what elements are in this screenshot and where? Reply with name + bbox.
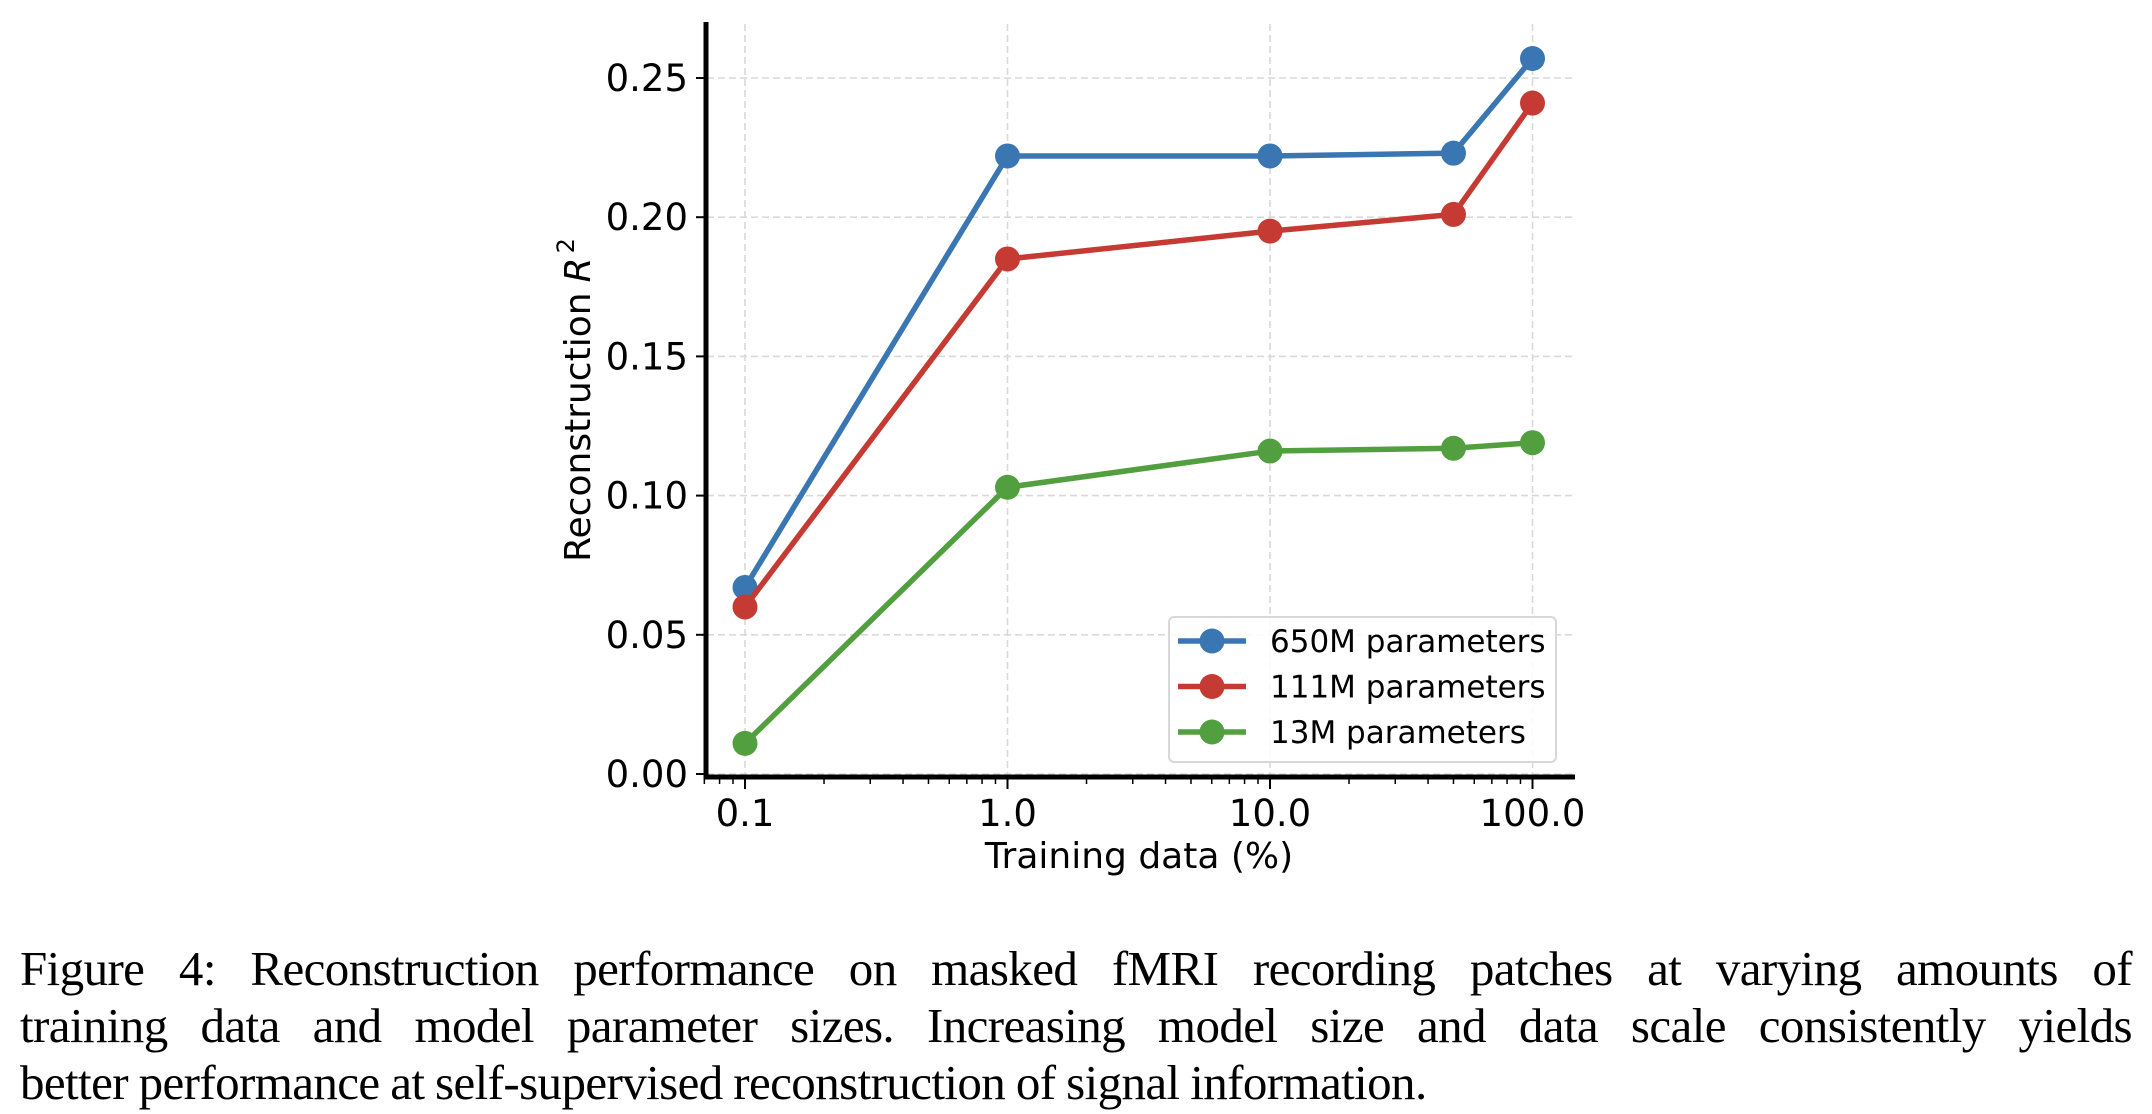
gridlines: [707, 24, 1572, 776]
data-point: [1257, 143, 1283, 169]
series-1: [732, 46, 1545, 600]
legend-marker: [1199, 674, 1225, 699]
legend-label: 650M parameters: [1270, 624, 1546, 660]
data-point: [1520, 430, 1545, 456]
x-tick-label: 10.0: [1229, 792, 1311, 835]
series-3: [732, 430, 1545, 756]
legend-entry: 111M parameters: [1178, 670, 1546, 706]
legend-marker: [1199, 628, 1225, 654]
data-point: [1520, 90, 1545, 116]
y-ticks: 0.00 0.05 0.10 0.15 0.20 0.25: [606, 57, 706, 796]
data-point: [1257, 218, 1283, 244]
line-chart: 0.00 0.05 0.10 0.15 0.20 0.25 0.1 1.0 10.0 100.0…: [552, 22, 1586, 877]
data-point: [1440, 201, 1466, 227]
y-tick-label: 0.25: [606, 57, 688, 100]
data-point: [995, 246, 1020, 272]
y-tick-label: 0.20: [606, 196, 688, 239]
x-tick-label: 100.0: [1480, 792, 1586, 835]
legend: 650M parameters 111M parameters 13M parame…: [1168, 616, 1557, 763]
data-point: [1440, 435, 1466, 461]
figure-caption: Figure 4: Reconstruction performance on …: [20, 940, 2133, 1111]
x-ticks: 0.1 1.0 10.0 100.0: [716, 777, 1586, 835]
caption-line-3: better performance at self-supervised re…: [20, 1055, 1427, 1110]
data-point: [995, 143, 1020, 169]
x-tick-label: 1.0: [978, 792, 1037, 835]
y-axis-label-text: Reconstruction: [558, 292, 599, 561]
series-line: [742, 101, 1535, 609]
legend-frame: [1168, 616, 1557, 763]
data-point: [732, 594, 758, 620]
legend-label: 111M parameters: [1270, 670, 1546, 706]
y-tick-label: 0.10: [606, 475, 688, 518]
data-point: [732, 574, 758, 600]
legend-label: 13M parameters: [1270, 715, 1526, 751]
y-tick-label: 0.15: [606, 335, 688, 378]
y-axis-label-superscript: 2: [552, 238, 580, 253]
legend-entry: 650M parameters: [1178, 624, 1546, 660]
caption-line-2: training data and model parameter sizes.…: [20, 998, 2133, 1053]
y-axis-label: Reconstruction R 2: [552, 238, 599, 562]
legend-marker: [1199, 719, 1225, 745]
data-point: [1257, 438, 1283, 464]
x-tick-label: 0.1: [716, 792, 775, 835]
series-2: [732, 90, 1545, 620]
legend-entry: 13M parameters: [1178, 715, 1526, 751]
data-point: [1520, 46, 1545, 72]
y-axis-label-symbol: R: [558, 257, 599, 282]
series-line: [742, 56, 1535, 589]
x-axis-label: Training data (%): [984, 836, 1293, 877]
y-tick-label: 0.00: [606, 753, 688, 796]
series-lines: [732, 46, 1545, 756]
data-point: [1440, 140, 1466, 166]
data-point: [995, 474, 1020, 500]
y-tick-label: 0.05: [606, 614, 688, 657]
data-point: [732, 730, 758, 756]
caption-line-1: Figure 4: Reconstruction performance on …: [20, 941, 2133, 996]
